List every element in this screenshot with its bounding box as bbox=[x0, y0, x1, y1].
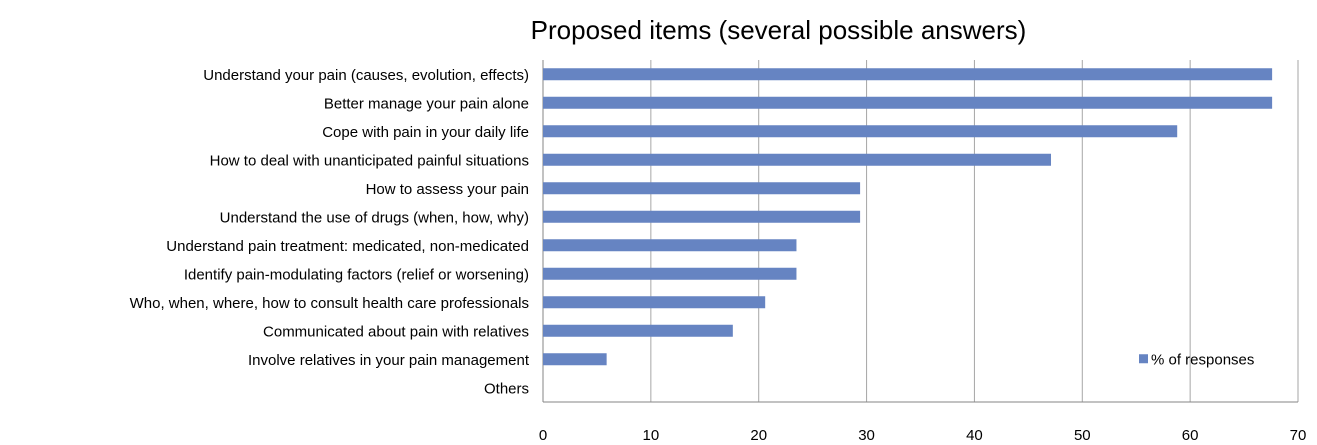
category-label: Involve relatives in your pain managemen… bbox=[248, 352, 530, 369]
category-label: How to assess your pain bbox=[366, 181, 529, 198]
x-tick-label: 50 bbox=[1074, 427, 1091, 444]
category-label: Who, when, where, how to consult health … bbox=[130, 295, 529, 312]
bar bbox=[543, 182, 860, 194]
x-tick-label: 20 bbox=[750, 427, 767, 444]
bar bbox=[543, 68, 1272, 80]
category-label: How to deal with unanticipated painful s… bbox=[210, 152, 529, 169]
category-label: Identify pain-modulating factors (relief… bbox=[184, 266, 529, 283]
bar bbox=[543, 239, 796, 251]
x-tick-label: 0 bbox=[539, 427, 547, 444]
category-label: Better manage your pain alone bbox=[324, 95, 529, 112]
bar bbox=[543, 211, 860, 223]
legend-swatch bbox=[1139, 354, 1148, 363]
x-tick-label: 60 bbox=[1182, 427, 1199, 444]
category-label: Others bbox=[484, 380, 529, 397]
category-label: Understand your pain (causes, evolution,… bbox=[203, 67, 529, 84]
x-tick-label: 70 bbox=[1290, 427, 1307, 444]
x-tick-label: 40 bbox=[966, 427, 983, 444]
bar bbox=[543, 97, 1272, 109]
x-tick-label: 30 bbox=[858, 427, 875, 444]
category-label: Understand pain treatment: medicated, no… bbox=[166, 238, 529, 255]
category-label: Understand the use of drugs (when, how, … bbox=[220, 209, 529, 226]
bar bbox=[543, 353, 607, 365]
bar bbox=[543, 296, 765, 308]
category-label: Cope with pain in your daily life bbox=[322, 124, 529, 141]
bar bbox=[543, 325, 733, 337]
bar bbox=[543, 154, 1051, 166]
bar bbox=[543, 268, 796, 280]
category-label: Communicated about pain with relatives bbox=[263, 323, 529, 340]
legend-label: % of responses bbox=[1151, 351, 1254, 368]
x-tick-label: 10 bbox=[643, 427, 660, 444]
bar bbox=[543, 125, 1177, 137]
